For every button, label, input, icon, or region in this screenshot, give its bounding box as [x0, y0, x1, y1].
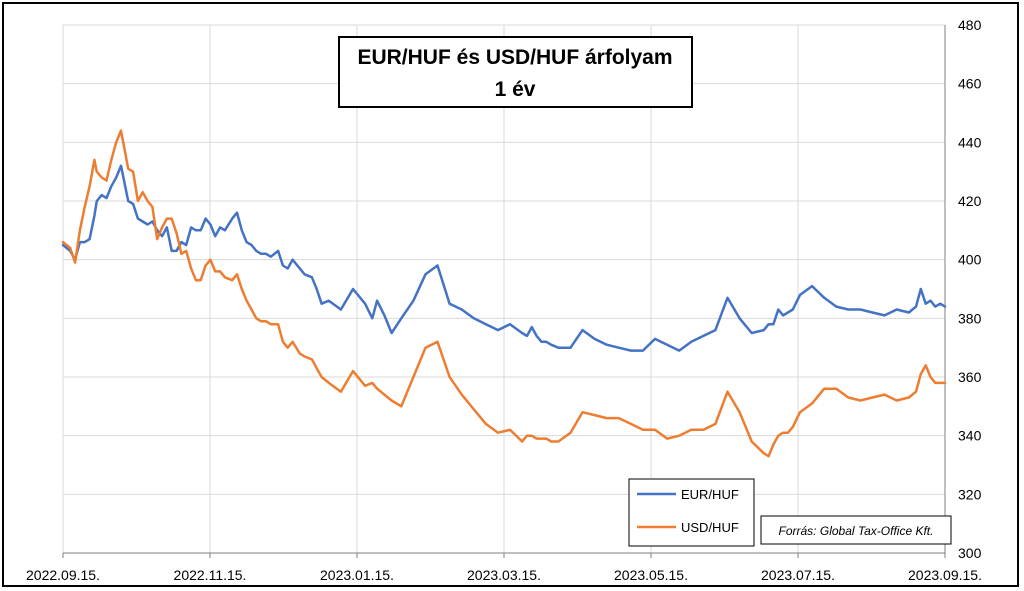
y-tick-label: 440 — [958, 134, 982, 150]
source-text: Forrás: Global Tax-Office Kft. — [779, 524, 934, 538]
y-tick-label: 460 — [958, 76, 982, 92]
source-box — [760, 515, 952, 545]
y-tick-label: 480 — [958, 17, 982, 33]
y-tick-label: 340 — [958, 428, 982, 444]
series-lines — [61, 129, 947, 458]
x-tick-label: 2023.01.15. — [320, 567, 394, 583]
x-tick-label: 2023.03.15. — [467, 567, 541, 583]
legend-label-usd-huf: USD/HUF — [681, 520, 739, 535]
y-tick-label: 420 — [958, 193, 982, 209]
x-tick-label: 2023.09.15. — [908, 567, 982, 583]
y-tick-label: 300 — [958, 545, 982, 561]
y-tick-label: 320 — [958, 486, 982, 502]
series-line-usd-huf — [61, 129, 947, 458]
y-tick-label: 380 — [958, 310, 982, 326]
chart-title-line-1: EUR/HUF és USD/HUF árfolyam — [357, 46, 672, 69]
x-tick-label: 2022.11.15. — [174, 567, 247, 583]
chart-title-box: EUR/HUF és USD/HUF árfolyam 1 év — [338, 36, 693, 108]
legend: EUR/HUF USD/HUF — [628, 478, 755, 547]
y-axis-ticks: 300 320 340 360 380 400 420 440 460 480 — [944, 17, 982, 561]
title-box-border — [338, 36, 693, 108]
x-axis-ticks: 2022.09.15. 2022.11.15. 2023.01.15. 2023.03… — [26, 552, 982, 583]
source-note: Forrás: Global Tax-Office Kft. — [760, 515, 952, 545]
legend-box — [628, 478, 755, 547]
y-tick-label: 360 — [958, 369, 982, 385]
y-tick-label: 400 — [958, 252, 982, 268]
x-tick-label: 2023.07.15. — [761, 567, 835, 583]
legend-label-eur-huf: EUR/HUF — [681, 487, 739, 502]
x-tick-label: 2023.05.15. — [614, 567, 688, 583]
x-tick-label: 2022.09.15. — [26, 567, 100, 583]
chart-title-line-2: 1 év — [495, 78, 536, 101]
